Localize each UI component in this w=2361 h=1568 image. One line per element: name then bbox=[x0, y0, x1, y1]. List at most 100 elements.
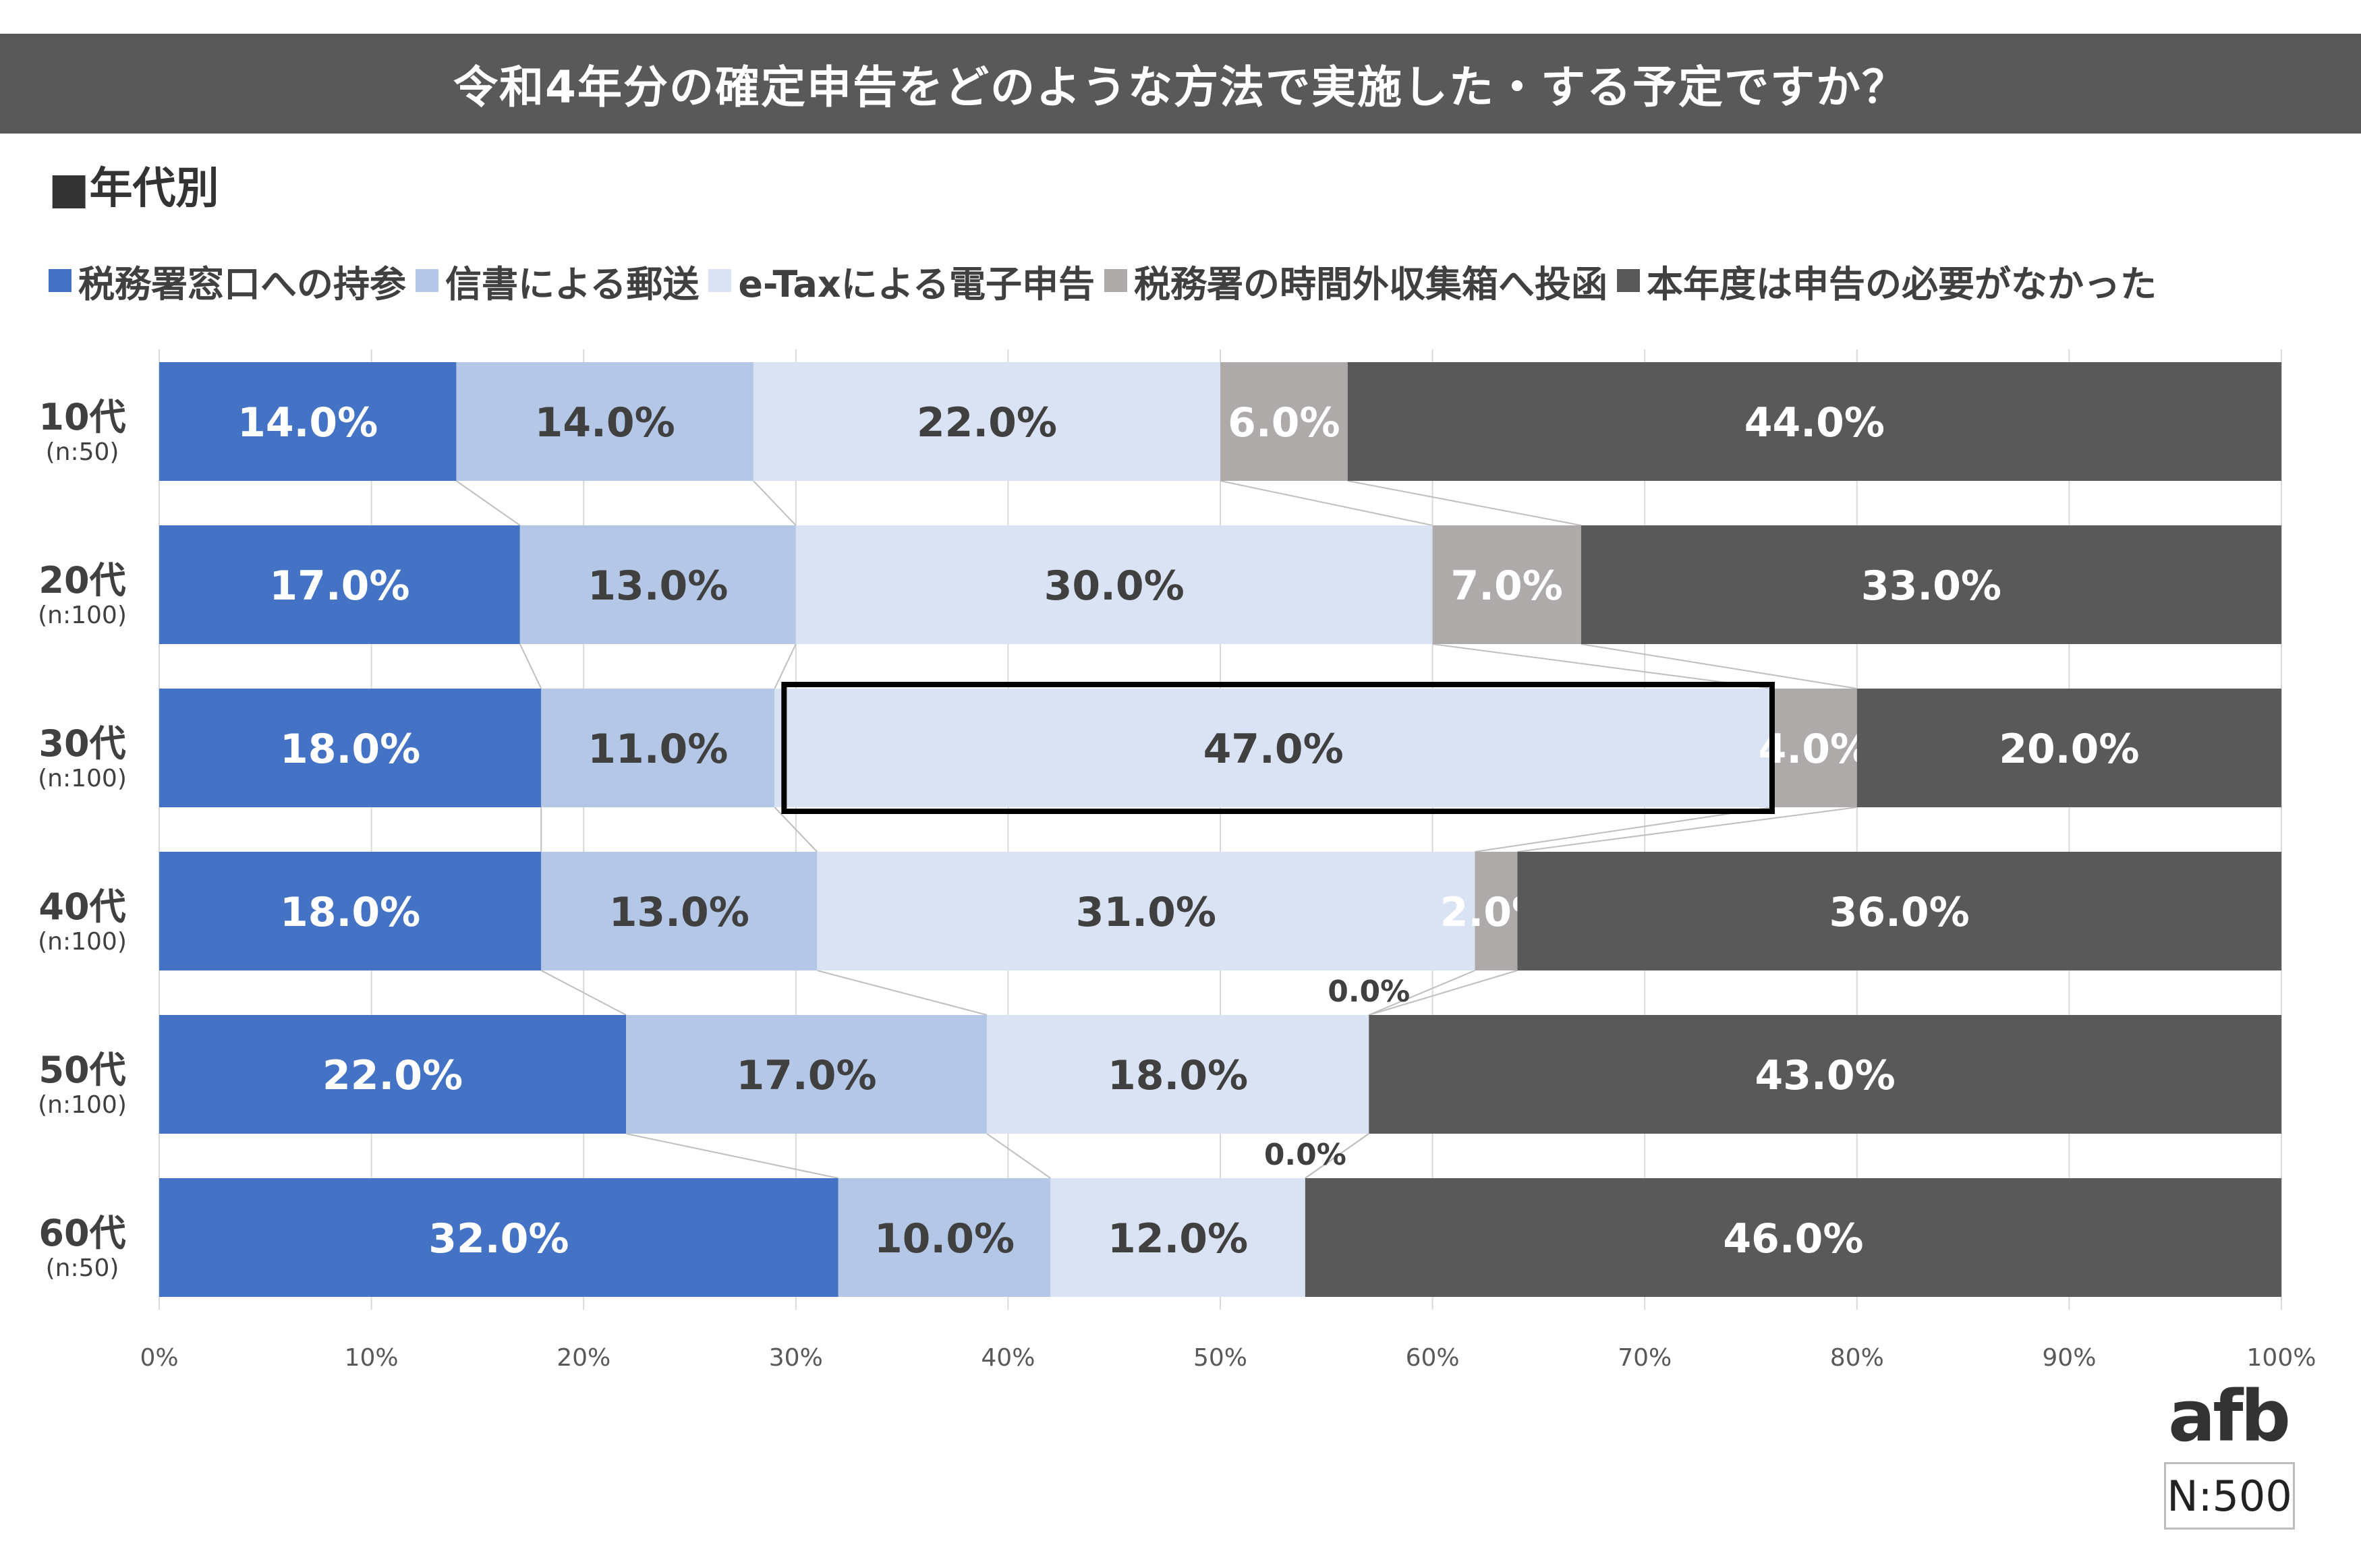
data-label: 31.0% bbox=[1076, 889, 1216, 936]
legend-item-counter: 税務署窓口への持参 bbox=[49, 254, 406, 308]
x-tick-label: 10% bbox=[345, 1344, 399, 1372]
bar-segment bbox=[817, 852, 1475, 970]
bar-segment bbox=[795, 525, 1433, 644]
series-connector-line bbox=[774, 807, 818, 852]
bar-segment bbox=[1050, 1178, 1305, 1297]
legend-label: 税務署窓口への持参 bbox=[78, 262, 406, 306]
legend-item-not-needed: 本年度は申告の必要がなかった bbox=[1617, 254, 2157, 308]
logo-text: afb bbox=[2168, 1375, 2291, 1457]
chart-title: 令和4年分の確定申告をどのような方法で実施した・する予定ですか？ bbox=[0, 34, 2361, 134]
legend-swatch bbox=[49, 269, 72, 292]
x-tick-label: 30% bbox=[769, 1344, 823, 1372]
bar-segment bbox=[1856, 689, 2281, 807]
bar-segment bbox=[838, 1178, 1051, 1297]
x-tick-label: 50% bbox=[1193, 1344, 1247, 1372]
series-connector-line bbox=[1517, 807, 1857, 852]
x-tick-label: 90% bbox=[2042, 1344, 2096, 1372]
data-label: 18.0% bbox=[280, 726, 420, 773]
series-connector-line bbox=[1347, 480, 1582, 526]
category-label: 40代 bbox=[38, 885, 125, 928]
data-label: 20.0% bbox=[1999, 726, 2139, 773]
bar-segment bbox=[1347, 362, 2281, 481]
category-n-label: (n:50) bbox=[46, 1254, 119, 1282]
data-label: 14.0% bbox=[535, 399, 675, 446]
bar-segment bbox=[1475, 852, 1518, 970]
data-label: 13.0% bbox=[588, 562, 728, 610]
category-label: 10代 bbox=[38, 396, 125, 438]
series-connector-line bbox=[519, 643, 542, 689]
x-tick-label: 20% bbox=[557, 1344, 610, 1372]
bar-segment bbox=[541, 689, 775, 807]
data-label: 22.0% bbox=[917, 399, 1057, 446]
x-tick-label: 80% bbox=[1830, 1344, 1884, 1372]
bar-segment bbox=[159, 525, 520, 644]
category-n-label: (n:100) bbox=[38, 602, 127, 629]
series-connector-line bbox=[625, 1133, 838, 1179]
x-tick-label: 0% bbox=[140, 1344, 178, 1372]
data-label: 18.0% bbox=[1108, 1052, 1248, 1099]
category-n-label: (n:100) bbox=[38, 928, 127, 956]
data-label: 7.0% bbox=[1451, 562, 1563, 610]
data-label: 10.0% bbox=[874, 1215, 1015, 1262]
highlight-box bbox=[781, 682, 1775, 814]
series-connector-line bbox=[455, 480, 521, 526]
legend: 税務署窓口への持参 信書による郵送 e-Taxによる電子申告 税務署の時間外収集… bbox=[49, 254, 2342, 308]
data-label: 43.0% bbox=[1755, 1052, 1896, 1099]
series-connector-line bbox=[1368, 970, 1475, 1016]
bar-segment bbox=[1220, 362, 1348, 481]
bar-segment bbox=[456, 362, 753, 481]
bar-segment bbox=[1432, 525, 1581, 644]
legend-label: e-Taxによる電子申告 bbox=[738, 262, 1096, 306]
bar-segment bbox=[1581, 525, 2281, 644]
bar-segment bbox=[1305, 1178, 2281, 1297]
bar-segment bbox=[159, 689, 542, 807]
series-connector-line bbox=[986, 1133, 1051, 1179]
legend-label: 信書による郵送 bbox=[445, 262, 700, 306]
legend-label: 本年度は申告の必要がなかった bbox=[1647, 262, 2157, 306]
data-label: 13.0% bbox=[609, 889, 749, 936]
bar-segment bbox=[159, 1015, 627, 1134]
data-label: 46.0% bbox=[1723, 1215, 1863, 1262]
data-label: 11.0% bbox=[588, 726, 728, 773]
bar-segment bbox=[1771, 689, 1857, 807]
bar-segment bbox=[986, 1015, 1369, 1134]
x-tick-label: 60% bbox=[1406, 1344, 1460, 1372]
total-n-box: N:500 bbox=[2164, 1462, 2295, 1530]
series-connector-line bbox=[1305, 1133, 1369, 1179]
data-label: 4.0% bbox=[1759, 726, 1871, 773]
data-label: 33.0% bbox=[1861, 562, 2001, 610]
data-label: 17.0% bbox=[269, 562, 409, 610]
legend-label: 税務署の時間外収集箱へ投函 bbox=[1134, 262, 1608, 306]
bar-segment bbox=[1517, 852, 2281, 970]
series-connector-line bbox=[540, 970, 627, 1016]
afb-logo: afb bbox=[2164, 1381, 2292, 1451]
category-n-label: (n:100) bbox=[38, 765, 127, 792]
category-n-label: (n:100) bbox=[38, 1091, 127, 1119]
bar-segment bbox=[159, 852, 542, 970]
bar-segment bbox=[626, 1015, 987, 1134]
x-tick-label: 40% bbox=[981, 1344, 1035, 1372]
bar-segment bbox=[519, 525, 796, 644]
legend-item-etax: e-Taxによる電子申告 bbox=[708, 254, 1095, 308]
data-label: 6.0% bbox=[1228, 399, 1340, 446]
data-label: 0.0% bbox=[1264, 1138, 1346, 1172]
x-tick-label: 100% bbox=[2247, 1344, 2316, 1372]
data-label: 30.0% bbox=[1044, 562, 1185, 610]
legend-swatch bbox=[1104, 269, 1128, 292]
legend-swatch bbox=[708, 269, 732, 292]
legend-swatch bbox=[1617, 269, 1641, 292]
data-label: 12.0% bbox=[1108, 1215, 1248, 1262]
bar-segment bbox=[541, 852, 818, 970]
legend-item-dropbox: 税務署の時間外収集箱へ投函 bbox=[1104, 254, 1608, 308]
series-connector-line bbox=[1432, 643, 1773, 689]
series-connector-line bbox=[1475, 807, 1773, 852]
bar-segment bbox=[774, 689, 1772, 807]
data-label: 47.0% bbox=[1203, 726, 1344, 773]
category-label: 20代 bbox=[38, 559, 125, 602]
series-connector-line bbox=[817, 970, 988, 1016]
category-label: 50代 bbox=[38, 1049, 125, 1091]
bar-segment bbox=[753, 362, 1220, 481]
data-label: 14.0% bbox=[237, 399, 378, 446]
bar-segment bbox=[1369, 1015, 2281, 1134]
data-label: 17.0% bbox=[736, 1052, 876, 1099]
